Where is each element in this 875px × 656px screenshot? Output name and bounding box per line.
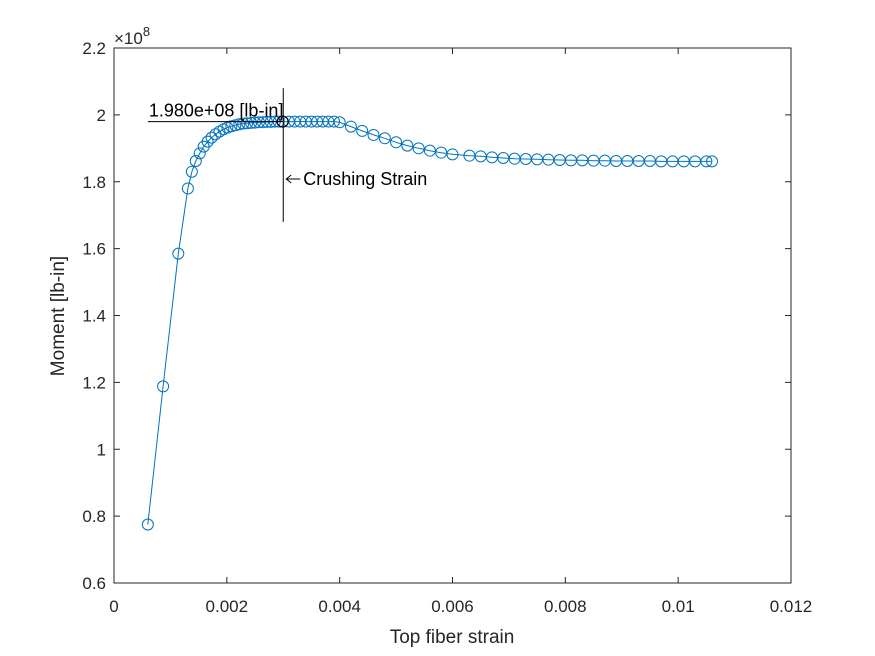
data-point-marker bbox=[193, 147, 206, 160]
data-point-marker bbox=[706, 155, 719, 168]
y-tick-label: 2.2 bbox=[82, 39, 106, 58]
data-point-marker bbox=[390, 136, 403, 149]
data-point-marker bbox=[201, 135, 214, 148]
x-tick-label: 0.002 bbox=[206, 597, 249, 616]
plot-area bbox=[113, 47, 792, 584]
y-axis-exponent: ×108 bbox=[114, 24, 150, 48]
data-point-marker bbox=[249, 116, 262, 129]
data-point-marker bbox=[378, 132, 391, 145]
data-point-marker bbox=[181, 182, 194, 195]
data-point-marker bbox=[435, 146, 448, 159]
data-point-marker bbox=[333, 116, 346, 129]
data-point-marker bbox=[245, 116, 258, 129]
data-point-marker bbox=[141, 518, 154, 531]
y-tick-label: 1.2 bbox=[82, 373, 106, 392]
y-axis-ticks: 0.6 0.8 1 1.2 1.4 1.6 1.8 2 2.2 bbox=[82, 39, 791, 593]
data-point-marker bbox=[401, 139, 414, 152]
y-tick-label: 0.6 bbox=[82, 574, 106, 593]
annotation-layer: 1.980e+08 [lb-in] Crushing Strain bbox=[147, 88, 427, 222]
y-tick-label: 0.8 bbox=[82, 507, 106, 526]
y-exponent-power: 8 bbox=[143, 24, 150, 39]
series-layer bbox=[141, 115, 719, 531]
x-axis-label: Top fiber strain bbox=[390, 627, 515, 648]
peak-moment-label: 1.980e+08 [lb-in] bbox=[149, 101, 284, 121]
crushing-arrow-head bbox=[285, 174, 292, 184]
data-point-marker bbox=[241, 117, 254, 130]
crushing-strain-label: Crushing Strain bbox=[303, 169, 427, 189]
y-tick-label: 2 bbox=[97, 106, 106, 125]
data-point-marker bbox=[423, 144, 436, 157]
y-tick-label: 1.8 bbox=[82, 173, 106, 192]
data-point-marker bbox=[189, 155, 202, 168]
data-point-marker bbox=[237, 117, 250, 130]
data-point-marker bbox=[328, 115, 341, 128]
x-tick-label: 0.006 bbox=[431, 597, 474, 616]
y-axis-label: Moment [lb-in] bbox=[48, 256, 69, 376]
data-point-marker bbox=[205, 131, 218, 144]
peak-moment-marker bbox=[276, 115, 289, 128]
data-point-marker bbox=[185, 165, 198, 178]
data-point-marker bbox=[256, 116, 269, 129]
data-point-marker bbox=[172, 247, 185, 260]
data-point-marker bbox=[344, 120, 357, 133]
data-point-marker bbox=[233, 118, 246, 131]
x-tick-label: 0 bbox=[109, 597, 118, 616]
data-point-marker bbox=[356, 124, 369, 137]
data-point-marker bbox=[252, 116, 265, 129]
data-point-marker bbox=[446, 148, 459, 161]
x-tick-label: 0.008 bbox=[544, 597, 587, 616]
x-tick-label: 0.01 bbox=[662, 597, 695, 616]
data-point-marker bbox=[700, 155, 713, 168]
data-point-marker bbox=[367, 128, 380, 141]
y-tick-label: 1.4 bbox=[82, 307, 106, 326]
x-tick-label: 0.012 bbox=[770, 597, 813, 616]
y-tick-label: 1 bbox=[97, 440, 106, 459]
data-point-marker bbox=[412, 142, 425, 155]
x-tick-label: 0.004 bbox=[318, 597, 361, 616]
data-point-marker bbox=[157, 380, 170, 393]
y-tick-label: 1.6 bbox=[82, 240, 106, 259]
y-exponent-base: ×10 bbox=[114, 29, 143, 48]
x-axis-ticks: 0 0.002 0.004 0.006 0.008 0.01 0.012 bbox=[109, 48, 812, 616]
